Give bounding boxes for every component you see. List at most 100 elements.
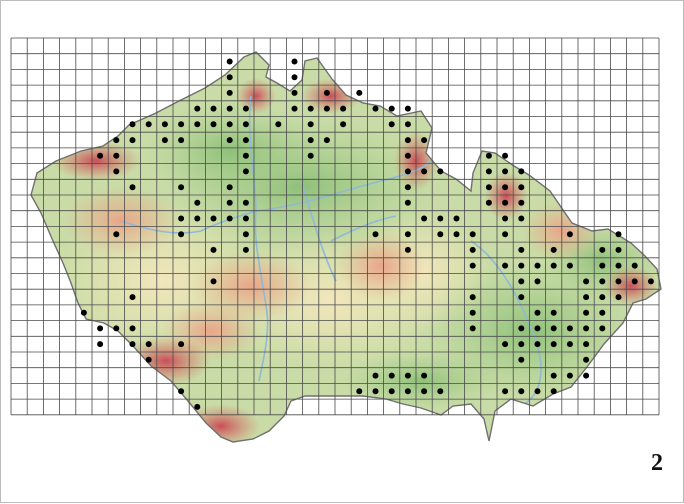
occurrence-dot: [647, 278, 654, 285]
occurrence-dot: [194, 215, 201, 222]
occurrence-dot: [631, 262, 638, 269]
occurrence-dot: [129, 121, 136, 128]
occurrence-dot: [421, 372, 428, 379]
occurrence-dot: [550, 246, 557, 253]
occurrence-dot: [323, 137, 330, 144]
occurrence-dot: [226, 121, 233, 128]
occurrence-dot: [518, 184, 525, 191]
occurrence-dot: [615, 294, 622, 301]
occurrence-dot: [97, 325, 104, 332]
occurrence-dot: [469, 294, 476, 301]
occurrence-dot: [469, 309, 476, 316]
occurrence-dot: [518, 294, 525, 301]
occurrence-dot: [534, 278, 541, 285]
occurrence-dot: [518, 246, 525, 253]
occurrence-dot: [566, 262, 573, 269]
occurrence-dot: [550, 388, 557, 395]
occurrence-dot: [113, 325, 120, 332]
occurrence-dot: [210, 246, 217, 253]
occurrence-dot: [210, 121, 217, 128]
occurrence-dot: [210, 215, 217, 222]
occurrence-dot: [453, 231, 460, 238]
occurrence-dot: [356, 89, 363, 96]
occurrence-dot: [226, 184, 233, 191]
occurrence-dot: [372, 105, 379, 112]
occurrence-dot: [226, 199, 233, 206]
occurrence-dot: [615, 278, 622, 285]
occurrence-dot: [550, 372, 557, 379]
occurrence-dot: [583, 278, 590, 285]
occurrence-dot: [534, 309, 541, 316]
occurrence-dot: [534, 388, 541, 395]
occurrence-dot: [194, 403, 201, 410]
occurrence-dot: [453, 215, 460, 222]
occurrence-dot: [356, 388, 363, 395]
occurrence-dot: [485, 199, 492, 206]
occurrence-dot: [226, 105, 233, 112]
occurrence-dot: [242, 152, 249, 159]
occurrence-dot: [129, 294, 136, 301]
occurrence-dot: [404, 246, 411, 253]
occurrence-dot: [80, 309, 87, 316]
occurrence-dot: [421, 168, 428, 175]
occurrence-dot: [502, 215, 509, 222]
occurrence-dot: [194, 199, 201, 206]
occurrence-dot: [583, 341, 590, 348]
occurrence-dot: [437, 388, 444, 395]
occurrence-dot: [242, 168, 249, 175]
occurrence-dot: [469, 262, 476, 269]
occurrence-dot: [307, 152, 314, 159]
occurrence-dot: [534, 325, 541, 332]
occurrence-dot: [421, 215, 428, 222]
occurrence-dot: [129, 137, 136, 144]
occurrence-dot: [518, 199, 525, 206]
occurrence-dot: [388, 121, 395, 128]
occurrence-dot: [129, 184, 136, 191]
occurrence-dot: [502, 199, 509, 206]
occurrence-dot: [599, 294, 606, 301]
occurrence-dot: [566, 372, 573, 379]
occurrence-dot: [518, 356, 525, 363]
occurrence-dot: [566, 341, 573, 348]
occurrence-dot: [161, 121, 168, 128]
occurrence-dot: [291, 74, 298, 81]
occurrence-dot: [242, 215, 249, 222]
occurrence-dot: [194, 105, 201, 112]
occurrence-dot: [242, 105, 249, 112]
occurrence-dot: [566, 325, 573, 332]
occurrence-dot: [437, 231, 444, 238]
occurrence-dot: [275, 121, 282, 128]
occurrence-dot: [210, 105, 217, 112]
occurrence-dot: [145, 121, 152, 128]
occurrence-dot: [178, 231, 185, 238]
occurrence-dot: [242, 137, 249, 144]
occurrence-dot: [404, 105, 411, 112]
occurrence-dot: [226, 137, 233, 144]
occurrence-dot: [307, 121, 314, 128]
occurrence-dot: [469, 325, 476, 332]
occurrence-dot: [534, 262, 541, 269]
occurrence-dots: [80, 58, 654, 410]
occurrence-dot: [178, 184, 185, 191]
occurrence-dot: [599, 309, 606, 316]
occurrence-dot: [615, 231, 622, 238]
occurrence-dot: [599, 246, 606, 253]
occurrence-dot: [372, 388, 379, 395]
occurrence-dot: [518, 168, 525, 175]
occurrence-dot: [404, 121, 411, 128]
occurrence-dot: [226, 89, 233, 96]
occurrence-dot: [502, 388, 509, 395]
occurrence-dot: [178, 341, 185, 348]
occurrence-dot: [518, 215, 525, 222]
mapping-grid: [10, 37, 660, 416]
occurrence-dot: [615, 246, 622, 253]
occurrence-dot: [404, 388, 411, 395]
occurrence-dot: [599, 262, 606, 269]
occurrence-dot: [97, 152, 104, 159]
occurrence-dot: [226, 58, 233, 65]
occurrence-dot: [178, 137, 185, 144]
occurrence-dot: [113, 152, 120, 159]
occurrence-dot: [242, 231, 249, 238]
occurrence-dot: [404, 199, 411, 206]
